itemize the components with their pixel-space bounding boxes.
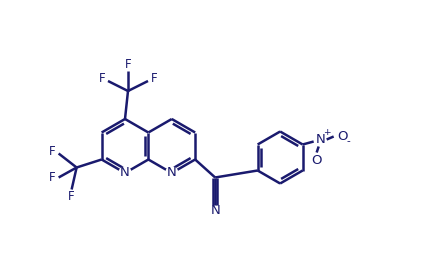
Text: F: F [151, 72, 157, 86]
Circle shape [166, 167, 178, 179]
Text: F: F [125, 59, 131, 71]
Text: F: F [49, 145, 56, 158]
Text: N: N [210, 204, 220, 217]
Text: N: N [167, 166, 177, 179]
Text: O: O [311, 154, 322, 167]
Text: N: N [120, 166, 130, 179]
Circle shape [119, 167, 131, 179]
Text: -: - [347, 136, 350, 146]
Text: F: F [98, 72, 105, 86]
Text: F: F [68, 190, 75, 203]
Text: O: O [337, 130, 348, 143]
Text: F: F [49, 171, 56, 184]
Text: N: N [316, 133, 326, 146]
Text: +: + [323, 128, 330, 137]
